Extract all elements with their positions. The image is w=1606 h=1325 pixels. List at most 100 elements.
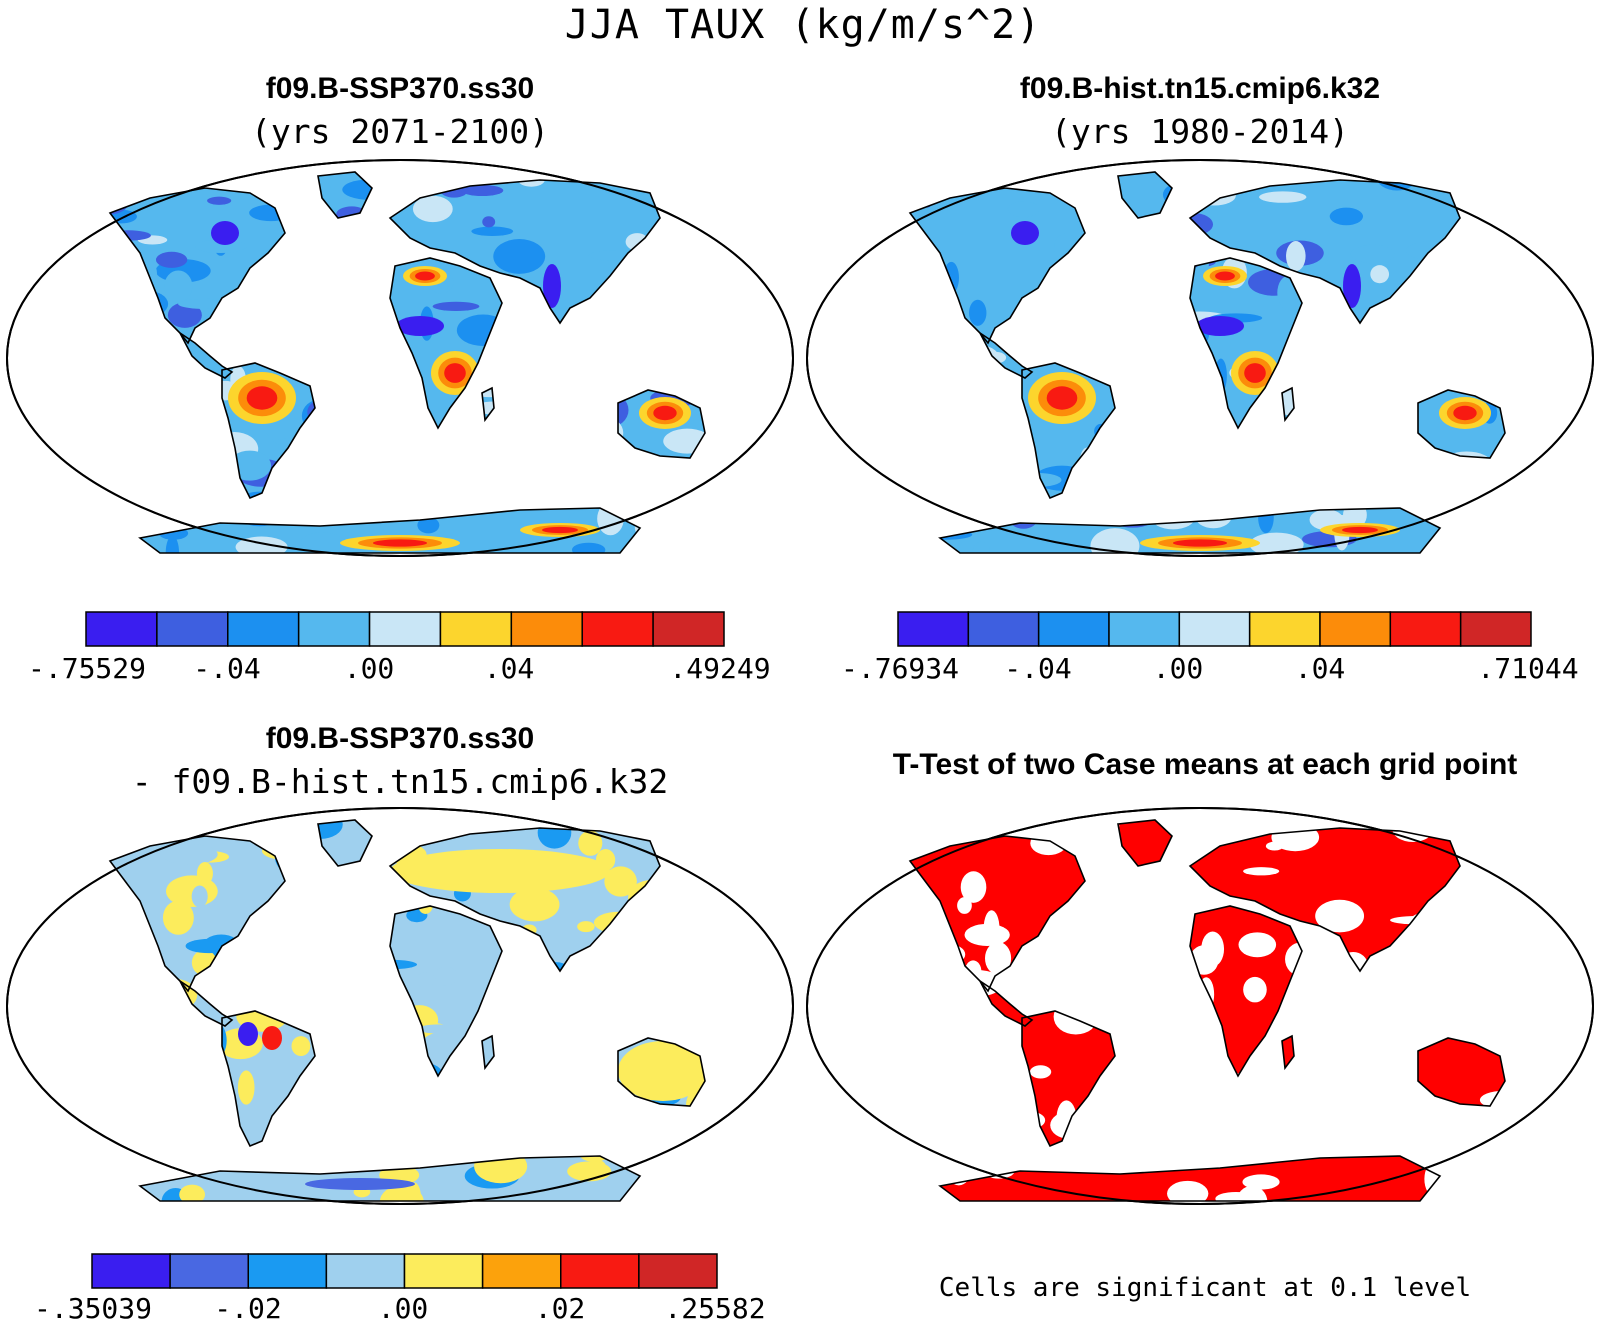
colorbar-swatch [156, 611, 229, 647]
coastline-antarctica [938, 1155, 1442, 1202]
colorbar-swatch [297, 611, 371, 647]
coastline-antarctica [938, 507, 1442, 554]
colorbar-swatch [481, 1253, 562, 1289]
coastline-australia [617, 389, 706, 459]
panel-3-title: f09.B-SSP370.ss30 [265, 722, 535, 755]
colorbar-swatch [169, 1253, 249, 1289]
land-eurasia [1190, 828, 1460, 971]
colorbar-swatch [91, 1253, 171, 1289]
panel-3-colorbar-label-min: -.35039 [33, 1292, 153, 1325]
panel-3-map [6, 807, 794, 1205]
coastline-australia [617, 1037, 706, 1107]
panel-2-colorbar-label-max: .71044 [1477, 652, 1579, 685]
coastline-greenland [317, 819, 373, 867]
panel-1-colorbar [85, 611, 725, 647]
colorbar-swatch [439, 611, 513, 647]
coastline-centralAmerica [179, 980, 234, 1027]
colorbar-swatch [652, 611, 725, 647]
coastline-greenland [317, 171, 373, 219]
panel-1-colorbar-label: -.04 [193, 652, 261, 685]
colorbar-swatch [510, 611, 583, 647]
panel-3-colorbar [91, 1253, 718, 1289]
land-northAmerica [110, 836, 285, 991]
coastline-madagascar [481, 386, 495, 423]
coastline-africa [389, 905, 503, 1078]
coastline-madagascar [1281, 386, 1295, 423]
panel-3-colorbar-label-max: .25582 [664, 1292, 766, 1325]
coastline-madagascar [481, 1034, 495, 1071]
coastline-southAmerica [1021, 362, 1116, 500]
land-africa [390, 258, 502, 428]
coastline-antarctica [138, 507, 642, 554]
coastline-australia [1417, 389, 1506, 459]
coastline-eurasia [1188, 827, 1461, 973]
coastline-eurasia [388, 827, 661, 973]
panel-3-colorbar-label: -.02 [214, 1292, 282, 1325]
land-centralAmerica [180, 333, 232, 378]
coastline-africa [1189, 905, 1303, 1078]
panel-2-map [806, 159, 1594, 557]
colorbar-swatch [247, 1253, 328, 1289]
coastline-madagascar [1281, 1034, 1295, 1071]
colorbar-swatch [368, 611, 442, 647]
colorbar-swatch [1108, 611, 1181, 647]
coastline-southAmerica [221, 362, 316, 500]
panel-2-colorbar-label-min: -.76934 [840, 652, 960, 685]
panel-1-title: f09.B-SSP370.ss30 [265, 72, 535, 105]
land-africa [390, 906, 502, 1076]
coastline-northAmerica [108, 187, 286, 345]
panel-4-title: T-Test of two Case means at each grid po… [892, 748, 1518, 781]
coastline-africa [389, 257, 503, 430]
panel-1-colorbar-label-min: -.75529 [27, 652, 147, 685]
panel-2-colorbar-label: -.04 [1004, 652, 1072, 685]
coastline-eurasia [1188, 179, 1461, 325]
colorbar-swatch [85, 611, 158, 647]
land-antarctica [940, 1156, 1440, 1201]
land-southAmerica [1022, 1011, 1115, 1146]
panel-1-map [6, 159, 794, 557]
coastline-centralAmerica [979, 332, 1034, 379]
colorbar-swatch [403, 1253, 484, 1289]
coastline-eurasia [388, 179, 661, 325]
coastline-northAmerica [108, 835, 286, 993]
coastline-australia [1417, 1037, 1506, 1107]
colorbar-swatch [967, 611, 1040, 647]
colorbar-swatch [897, 611, 970, 647]
colorbar-swatch [560, 1253, 640, 1289]
figure-title: JJA TAUX (kg/m/s^2) [564, 2, 1042, 48]
colorbar-swatch [1389, 611, 1462, 647]
coastline-northAmerica [908, 835, 1086, 993]
panel-2-subtitle: (yrs 1980-2014) [1050, 112, 1349, 151]
colorbar-swatch [638, 1253, 718, 1289]
coastline-centralAmerica [979, 980, 1034, 1027]
land-australia [1418, 1038, 1505, 1106]
panel-1-colorbar-label: .04 [483, 652, 535, 685]
coastline-africa [1189, 257, 1303, 430]
land-northAmerica [910, 836, 1085, 991]
land-greenland [1118, 172, 1172, 218]
coastline-northAmerica [908, 187, 1086, 345]
colorbar-swatch [1248, 611, 1321, 647]
panel-3-subtitle: - f09.B-hist.tn15.cmip6.k32 [131, 762, 669, 801]
panel-1-colorbar-label-max: .49249 [669, 652, 771, 685]
coastline-greenland [1117, 819, 1173, 867]
colorbar-swatch [325, 1253, 406, 1289]
land-africa [1190, 258, 1302, 428]
panel-2-colorbar-label: .00 [1152, 652, 1204, 685]
colorbar-swatch [227, 611, 300, 647]
panel-2-title: f09.B-hist.tn15.cmip6.k32 [1019, 72, 1381, 105]
panel-3-colorbar-label: .02 [534, 1292, 586, 1325]
land-greenland [1118, 820, 1172, 866]
coastline-southAmerica [1021, 1010, 1116, 1148]
land-northAmerica [910, 188, 1085, 343]
panel-1-subtitle: (yrs 2071-2100) [250, 112, 549, 151]
land-centralAmerica [980, 333, 1032, 378]
panel-4-map [806, 807, 1594, 1205]
coastline-antarctica [138, 1155, 642, 1202]
panel-4-significance-note: Cells are significant at 0.1 level [938, 1273, 1472, 1303]
panel-2-colorbar [897, 611, 1532, 647]
colorbar-swatch [1319, 611, 1392, 647]
coastline-greenland [1117, 171, 1173, 219]
panel-2-colorbar-label: .04 [1294, 652, 1346, 685]
colorbar-swatch [1037, 611, 1110, 647]
